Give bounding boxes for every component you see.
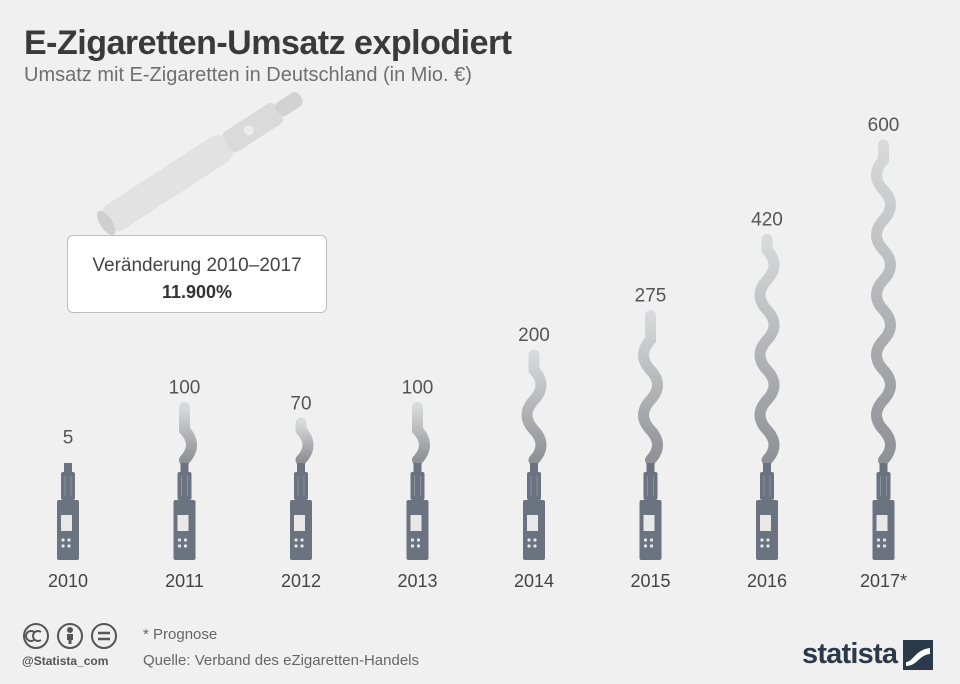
e-cigarette-device-icon (639, 463, 662, 560)
chart-marks: 5 2010 100 2011 70 2012 100 2013 200 2014 275 2015 4… (48, 115, 907, 591)
bar: 100 2011 (165, 378, 204, 592)
data-label: 100 (169, 378, 201, 399)
smoke-plume (412, 402, 430, 466)
bar: 5 2010 (48, 427, 88, 591)
callout-label: Veränderung 2010–2017 (92, 255, 302, 276)
smoke-plume (295, 417, 314, 466)
data-label: 200 (518, 325, 550, 346)
tick-label: 2013 (397, 571, 437, 591)
footnote: * Prognose (143, 626, 218, 643)
change-callout: Veränderung 2010–2017 11.900% (67, 235, 327, 313)
statista-handle: @Statista_com (22, 654, 109, 668)
chart-subtitle: Umsatz mit E-Zigaretten in Deutschland (… (24, 64, 472, 86)
smoke-plume (638, 310, 663, 466)
smoke-plume (871, 139, 896, 466)
statista-logo-text: statista (802, 638, 898, 670)
smoke-plume (179, 402, 197, 466)
creative-commons-icons (23, 623, 117, 649)
source-note: Quelle: Verband des eZigaretten-Handels (143, 652, 420, 669)
bar: 70 2012 (281, 393, 321, 591)
e-cigarette-device-icon (756, 463, 778, 560)
data-label: 5 (63, 427, 74, 448)
cc-icon (23, 623, 49, 649)
tick-label: 2010 (48, 571, 88, 591)
e-cigarette-device-icon (290, 463, 312, 560)
tick-label: 2017* (860, 571, 907, 591)
attribution-icon (57, 623, 83, 649)
statista-logo[interactable]: statista (802, 638, 934, 671)
bar: 275 2015 (630, 286, 670, 591)
data-label: 70 (290, 393, 311, 414)
callout-value: 11.900% (161, 282, 233, 302)
bar: 600 2017* (860, 115, 907, 591)
tick-label: 2016 (747, 571, 787, 591)
tick-label: 2014 (514, 571, 554, 591)
no-derivatives-icon (91, 623, 117, 649)
bar: 420 2016 (747, 210, 787, 592)
e-cigarette-device-icon (872, 463, 895, 560)
e-cigarette-device-icon (57, 463, 79, 560)
data-label: 420 (751, 210, 783, 231)
smoke-plume (754, 234, 780, 466)
data-label: 100 (402, 378, 434, 399)
chart-title: E-Zigaretten-Umsatz explodiert (24, 24, 512, 62)
bar: 200 2014 (514, 325, 554, 591)
bar: 100 2013 (397, 378, 437, 592)
data-label: 275 (635, 286, 667, 307)
statista-logo-mark-icon (903, 639, 934, 670)
e-cigarette-device-icon (523, 463, 545, 560)
tick-label: 2012 (281, 571, 321, 591)
e-cigarette-device-icon (173, 463, 196, 560)
data-label: 600 (868, 115, 900, 136)
e-cigarette-pen-icon (97, 92, 303, 236)
e-cigarette-device-icon (406, 463, 429, 560)
tick-label: 2011 (165, 571, 204, 591)
tick-label: 2015 (630, 571, 670, 591)
smoke-plume (521, 349, 547, 466)
